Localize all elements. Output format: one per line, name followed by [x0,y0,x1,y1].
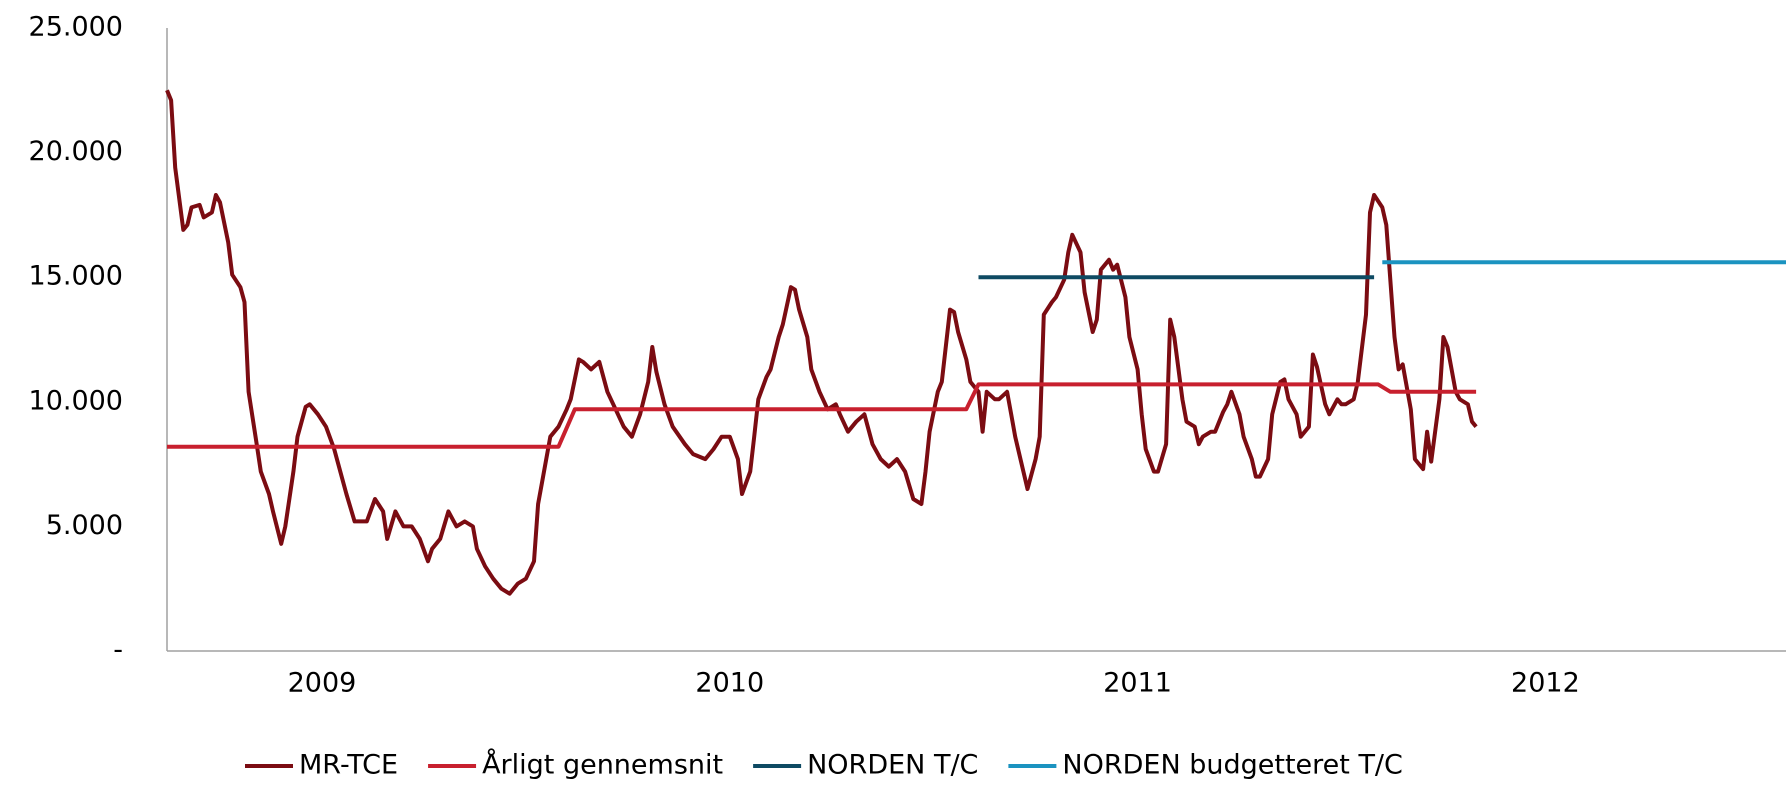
y-tick-label: 10.000 [29,385,123,416]
series-line [165,89,1478,596]
x-tick-label: 2009 [288,668,357,699]
x-tick-label: 2012 [1511,668,1580,699]
y-tick-label: - [113,635,123,666]
legend-label: NORDEN T/C [807,750,978,781]
x-tick-label: 2010 [695,668,764,699]
y-tick-label: 15.000 [29,261,123,292]
legend-label: MR-TCE [299,750,398,781]
y-tick-label: 5.000 [46,510,123,541]
legend-label: NORDEN budgetteret T/C [1062,750,1403,781]
x-tick-label: 2011 [1103,668,1172,699]
series-line [167,382,1477,449]
legend-label: Årligt gennemsnit [482,749,723,781]
y-tick-label: 20.000 [29,136,123,167]
y-tick-label: 25.000 [29,12,123,43]
